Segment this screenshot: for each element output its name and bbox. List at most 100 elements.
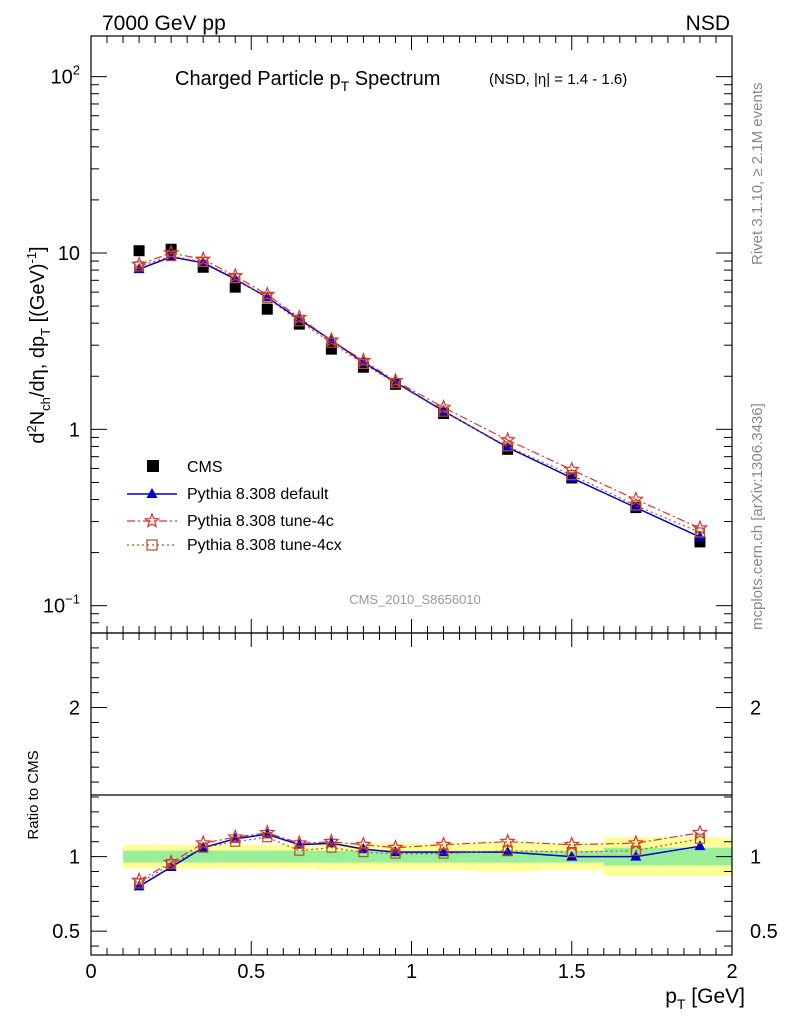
tune4c-point xyxy=(387,839,404,855)
cms-data-point xyxy=(261,303,273,315)
tune4cx-point xyxy=(694,833,706,844)
legend-tune4c-marker xyxy=(143,512,161,529)
x-tick-label: 2 xyxy=(726,961,737,983)
cms-data-point xyxy=(229,281,241,293)
cms-data-point xyxy=(694,536,706,548)
tune4c-point xyxy=(435,836,452,852)
tune4cx-point xyxy=(262,292,273,304)
default-point xyxy=(694,840,706,851)
tune4c-point xyxy=(291,308,308,325)
chart-title: Charged Particle pT Spectrum xyxy=(175,68,440,94)
main-ticks: 10−1 1 10 102 xyxy=(43,36,733,634)
ratio-y-tick-label: 1 xyxy=(69,847,80,869)
tune4cx-point xyxy=(198,842,209,853)
tune4cx-point xyxy=(166,858,177,870)
ratio-y-axis-label: Ratio to CMS xyxy=(25,750,42,839)
x-tick-label: 0.5 xyxy=(237,961,265,983)
tune4cx-point xyxy=(630,845,641,856)
stat-uncertainty-band xyxy=(219,850,252,863)
default-point xyxy=(630,501,642,512)
tune4cx-point xyxy=(630,500,641,511)
tune4c-point xyxy=(323,833,340,849)
tune4cx-point xyxy=(694,527,706,538)
series-line-pythia-8-308-tune-4c xyxy=(138,252,701,529)
cms-data-point xyxy=(133,245,145,257)
cms-data-point xyxy=(197,261,209,273)
tune4cx-point xyxy=(198,256,209,268)
x-axis-label: pT [GeV] xyxy=(665,985,745,1012)
legend-tune4cx-label: Pythia 8.308 tune-4cx xyxy=(187,537,342,554)
cms-data-point xyxy=(357,361,369,373)
ratio-y-tick-label: 0.5 xyxy=(52,921,80,943)
stat-uncertainty-band xyxy=(315,850,348,863)
default-point xyxy=(502,846,514,857)
analysis-watermark: CMS_2010_S8656010 xyxy=(349,592,481,607)
tune4c-point xyxy=(627,490,645,507)
stat-uncertainty-band xyxy=(123,850,156,863)
stat-uncertainty-band xyxy=(251,850,284,863)
stat-uncertainty-band xyxy=(475,850,540,863)
cms-data-point xyxy=(165,243,177,255)
tune4c-point xyxy=(435,398,452,415)
tune4cx-point xyxy=(358,358,369,369)
tune4cx-point xyxy=(230,273,241,284)
tune4cx-point xyxy=(502,441,513,452)
tune4cx-point xyxy=(326,337,337,348)
stat-uncertainty-band xyxy=(379,850,412,863)
series-line-pythia-8-308-default xyxy=(138,256,701,538)
tune4cx-point xyxy=(326,842,337,853)
tune4cx-point xyxy=(390,377,401,389)
process-label: NSD xyxy=(686,12,730,35)
tune4c-point xyxy=(162,244,180,260)
tune4cx-point xyxy=(566,470,577,481)
ratio-y-tick-label: 2 xyxy=(69,698,80,720)
stat-uncertainty-band xyxy=(667,847,732,866)
tune4c-point xyxy=(499,833,516,849)
y-tick-label: 1 xyxy=(69,419,80,441)
series-line-pythia-8-308-default xyxy=(138,833,701,888)
tune4c-point xyxy=(691,519,709,536)
legend-default-label: Pythia 8.308 default xyxy=(187,486,329,503)
x-tick-label: 1.5 xyxy=(558,961,586,983)
legend-tune4c-label: Pythia 8.308 tune-4c xyxy=(187,513,334,530)
tune4c-point xyxy=(563,461,580,477)
tune4c-point xyxy=(691,824,709,840)
y-tick-label: 10−1 xyxy=(43,592,80,618)
cms-data-point xyxy=(293,318,305,330)
rivet-label: Rivet 3.1.10, ≥ 2.1M events xyxy=(749,83,766,266)
tune4cx-point xyxy=(230,836,241,847)
stat-uncertainty-band xyxy=(411,850,476,863)
ratio-y-tick-label: 0.5 xyxy=(750,921,778,943)
tune4c-point xyxy=(259,824,276,840)
ratio-ticks: 0.5 0.5 1 1 2 2 xyxy=(52,633,778,955)
chart-qualifier: (NSD, |η| = 1.4 - 1.6) xyxy=(489,71,627,88)
tune4c-point xyxy=(194,834,212,851)
ratio-series-layer xyxy=(130,824,709,891)
cms-data-point xyxy=(325,343,337,355)
default-point xyxy=(293,313,305,324)
x-tick-label: 1 xyxy=(406,961,417,983)
tune4cx-point xyxy=(438,406,449,417)
tune4cx-point xyxy=(438,848,449,859)
source-label: mcplots.cern.ch [arXiv:1306.3436] xyxy=(749,403,766,630)
legend-default-marker xyxy=(146,488,158,498)
series-line-pythia-8-308-tune-4cx xyxy=(138,255,701,534)
tune4cx-point xyxy=(294,316,305,327)
tune4c-point xyxy=(130,871,148,888)
stat-uncertainty-band xyxy=(187,850,220,863)
y-tick-label: 102 xyxy=(51,63,80,89)
ratio-y-tick-label: 1 xyxy=(750,847,761,869)
ratio-y-tick-label: 2 xyxy=(750,698,761,720)
legend-cms-label: CMS xyxy=(187,459,223,476)
tune4cx-point xyxy=(166,251,177,262)
tune4cx-point xyxy=(133,878,145,889)
y-tick-label: 10 xyxy=(58,243,80,265)
tune4cx-point xyxy=(390,848,401,859)
tune4cx-point xyxy=(358,847,369,858)
legend: CMS Pythia 8.308 default Pythia 8.308 tu… xyxy=(127,459,342,554)
tune4cx-point xyxy=(262,832,273,843)
ratio-panel-frame xyxy=(90,632,733,956)
default-point xyxy=(566,850,578,861)
main-y-axis-label: d2Nch/dη, dpT [(GeV)-1] xyxy=(24,246,53,443)
